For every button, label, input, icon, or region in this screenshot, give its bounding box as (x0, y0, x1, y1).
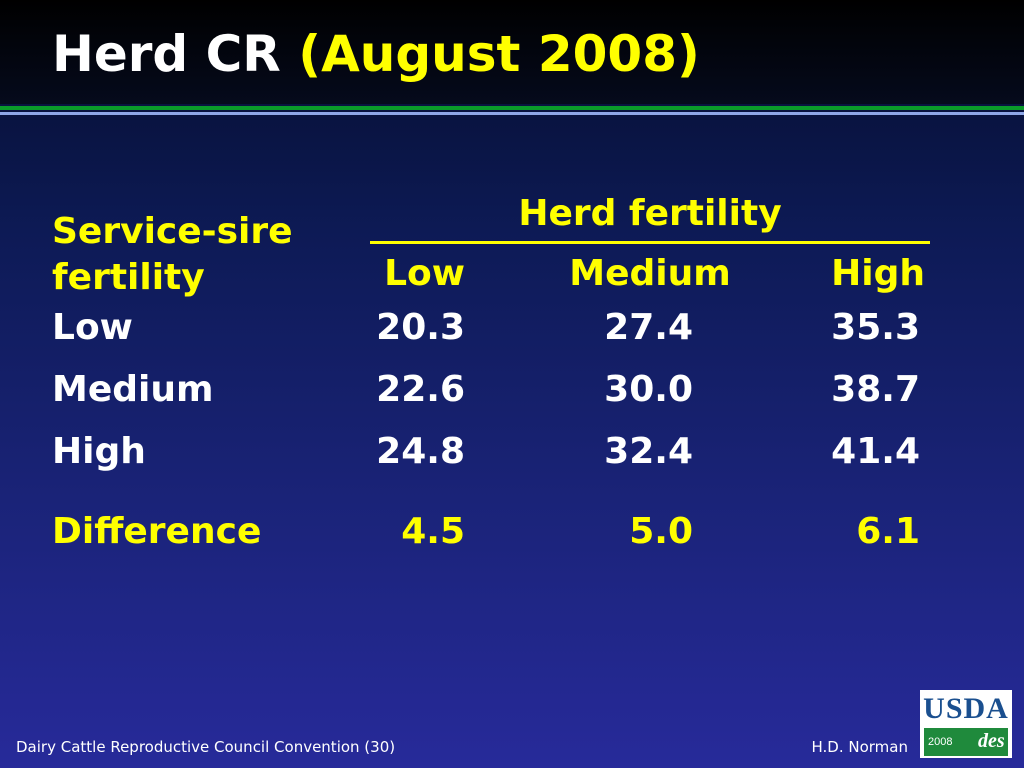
col-header-medium: Medium (569, 253, 731, 294)
cell-high-medium: 32.4 (604, 431, 693, 472)
title-rule-blue (0, 112, 1024, 115)
col-header-high: High (831, 253, 925, 294)
title-accent: (August 2008) (298, 25, 700, 83)
usda-logo-mark: des (978, 730, 1005, 752)
cell-low-low: 20.3 (376, 307, 465, 348)
slide-title: Herd CR (August 2008) (52, 22, 700, 86)
usda-logo-band (924, 728, 1008, 756)
footer-conference: Dairy Cattle Reproductive Council Conven… (16, 738, 396, 756)
title-rule-green (0, 106, 1024, 110)
column-group-underline (370, 241, 930, 244)
column-group-header: Herd fertility (518, 193, 782, 234)
row-label-medium: Medium (52, 369, 214, 410)
cell-high-high: 41.4 (831, 431, 920, 472)
row-header-line1: Service-sire (52, 211, 293, 252)
col-header-low: Low (384, 253, 465, 294)
cell-difference-low: 4.5 (401, 511, 465, 552)
usda-logo-year: 2008 (928, 736, 953, 748)
title-bar (0, 0, 1024, 104)
row-label-high: High (52, 431, 146, 472)
cell-high-low: 24.8 (376, 431, 465, 472)
cell-low-high: 35.3 (831, 307, 920, 348)
row-header-line2: fertility (52, 257, 205, 298)
cell-difference-high: 6.1 (856, 511, 920, 552)
cell-difference-medium: 5.0 (629, 511, 693, 552)
cell-medium-high: 38.7 (831, 369, 920, 410)
footer-author: H.D. Norman (811, 738, 908, 756)
cell-medium-low: 22.6 (376, 369, 465, 410)
title-main: Herd CR (52, 25, 281, 83)
row-label-difference: Difference (52, 511, 262, 552)
cell-medium-medium: 30.0 (604, 369, 693, 410)
usda-logo-text: USDA (923, 692, 1009, 725)
cell-low-medium: 27.4 (604, 307, 693, 348)
usda-logo: USDA 2008 des (920, 690, 1012, 758)
row-label-low: Low (52, 307, 133, 348)
